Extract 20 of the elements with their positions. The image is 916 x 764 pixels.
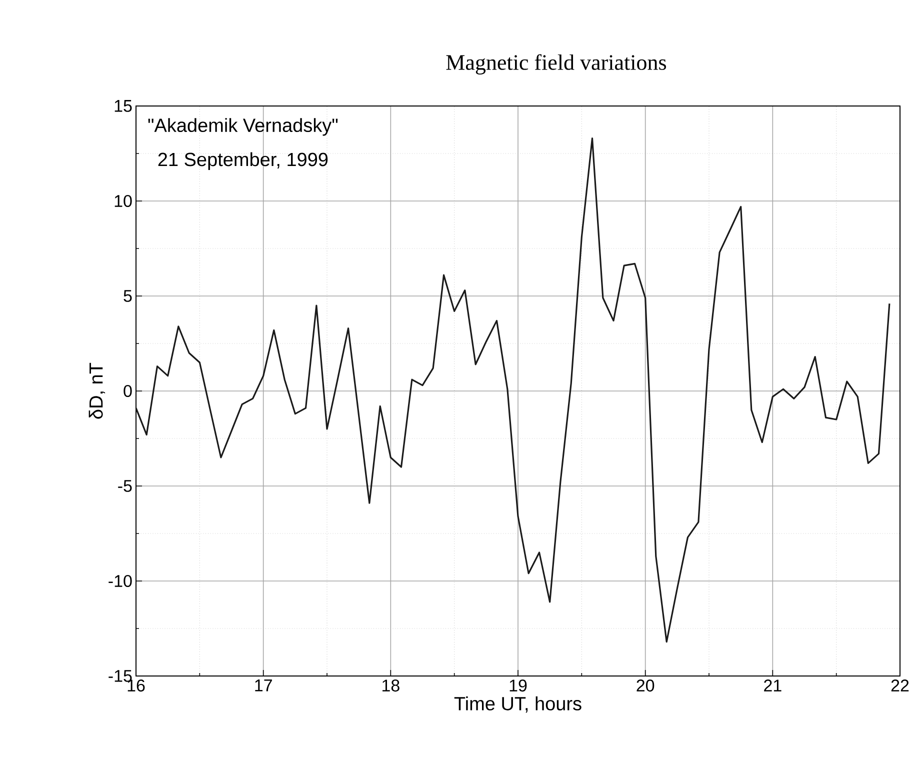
y-tick-label: -5 xyxy=(118,480,132,492)
x-tick-label: 20 xyxy=(636,680,654,692)
chart-title: Magnetic field variations xyxy=(446,54,666,74)
x-tick-label: 22 xyxy=(891,680,909,692)
y-tick-label: -10 xyxy=(108,574,132,588)
y-tick-label: 10 xyxy=(114,194,132,208)
y-tick-label: 0 xyxy=(124,384,132,398)
x-tick-label: 19 xyxy=(510,680,527,692)
x-tick-label: 17 xyxy=(255,680,272,692)
annotation: 21 September, 1999 xyxy=(158,152,328,170)
x-axis-title: Time UT, hours xyxy=(454,696,582,713)
x-tick-label: 16 xyxy=(128,680,145,692)
y-tick-label: -15 xyxy=(108,670,132,682)
x-tick-label: 18 xyxy=(382,680,400,692)
x-tick-label: 21 xyxy=(764,680,782,692)
annotation: "Akademik Vernadsky" xyxy=(148,118,338,136)
line-series xyxy=(135,137,890,643)
y-axis-title: δD, nT xyxy=(88,362,106,419)
y-tick-label: 15 xyxy=(114,100,132,112)
y-tick-label: 5 xyxy=(124,290,132,302)
